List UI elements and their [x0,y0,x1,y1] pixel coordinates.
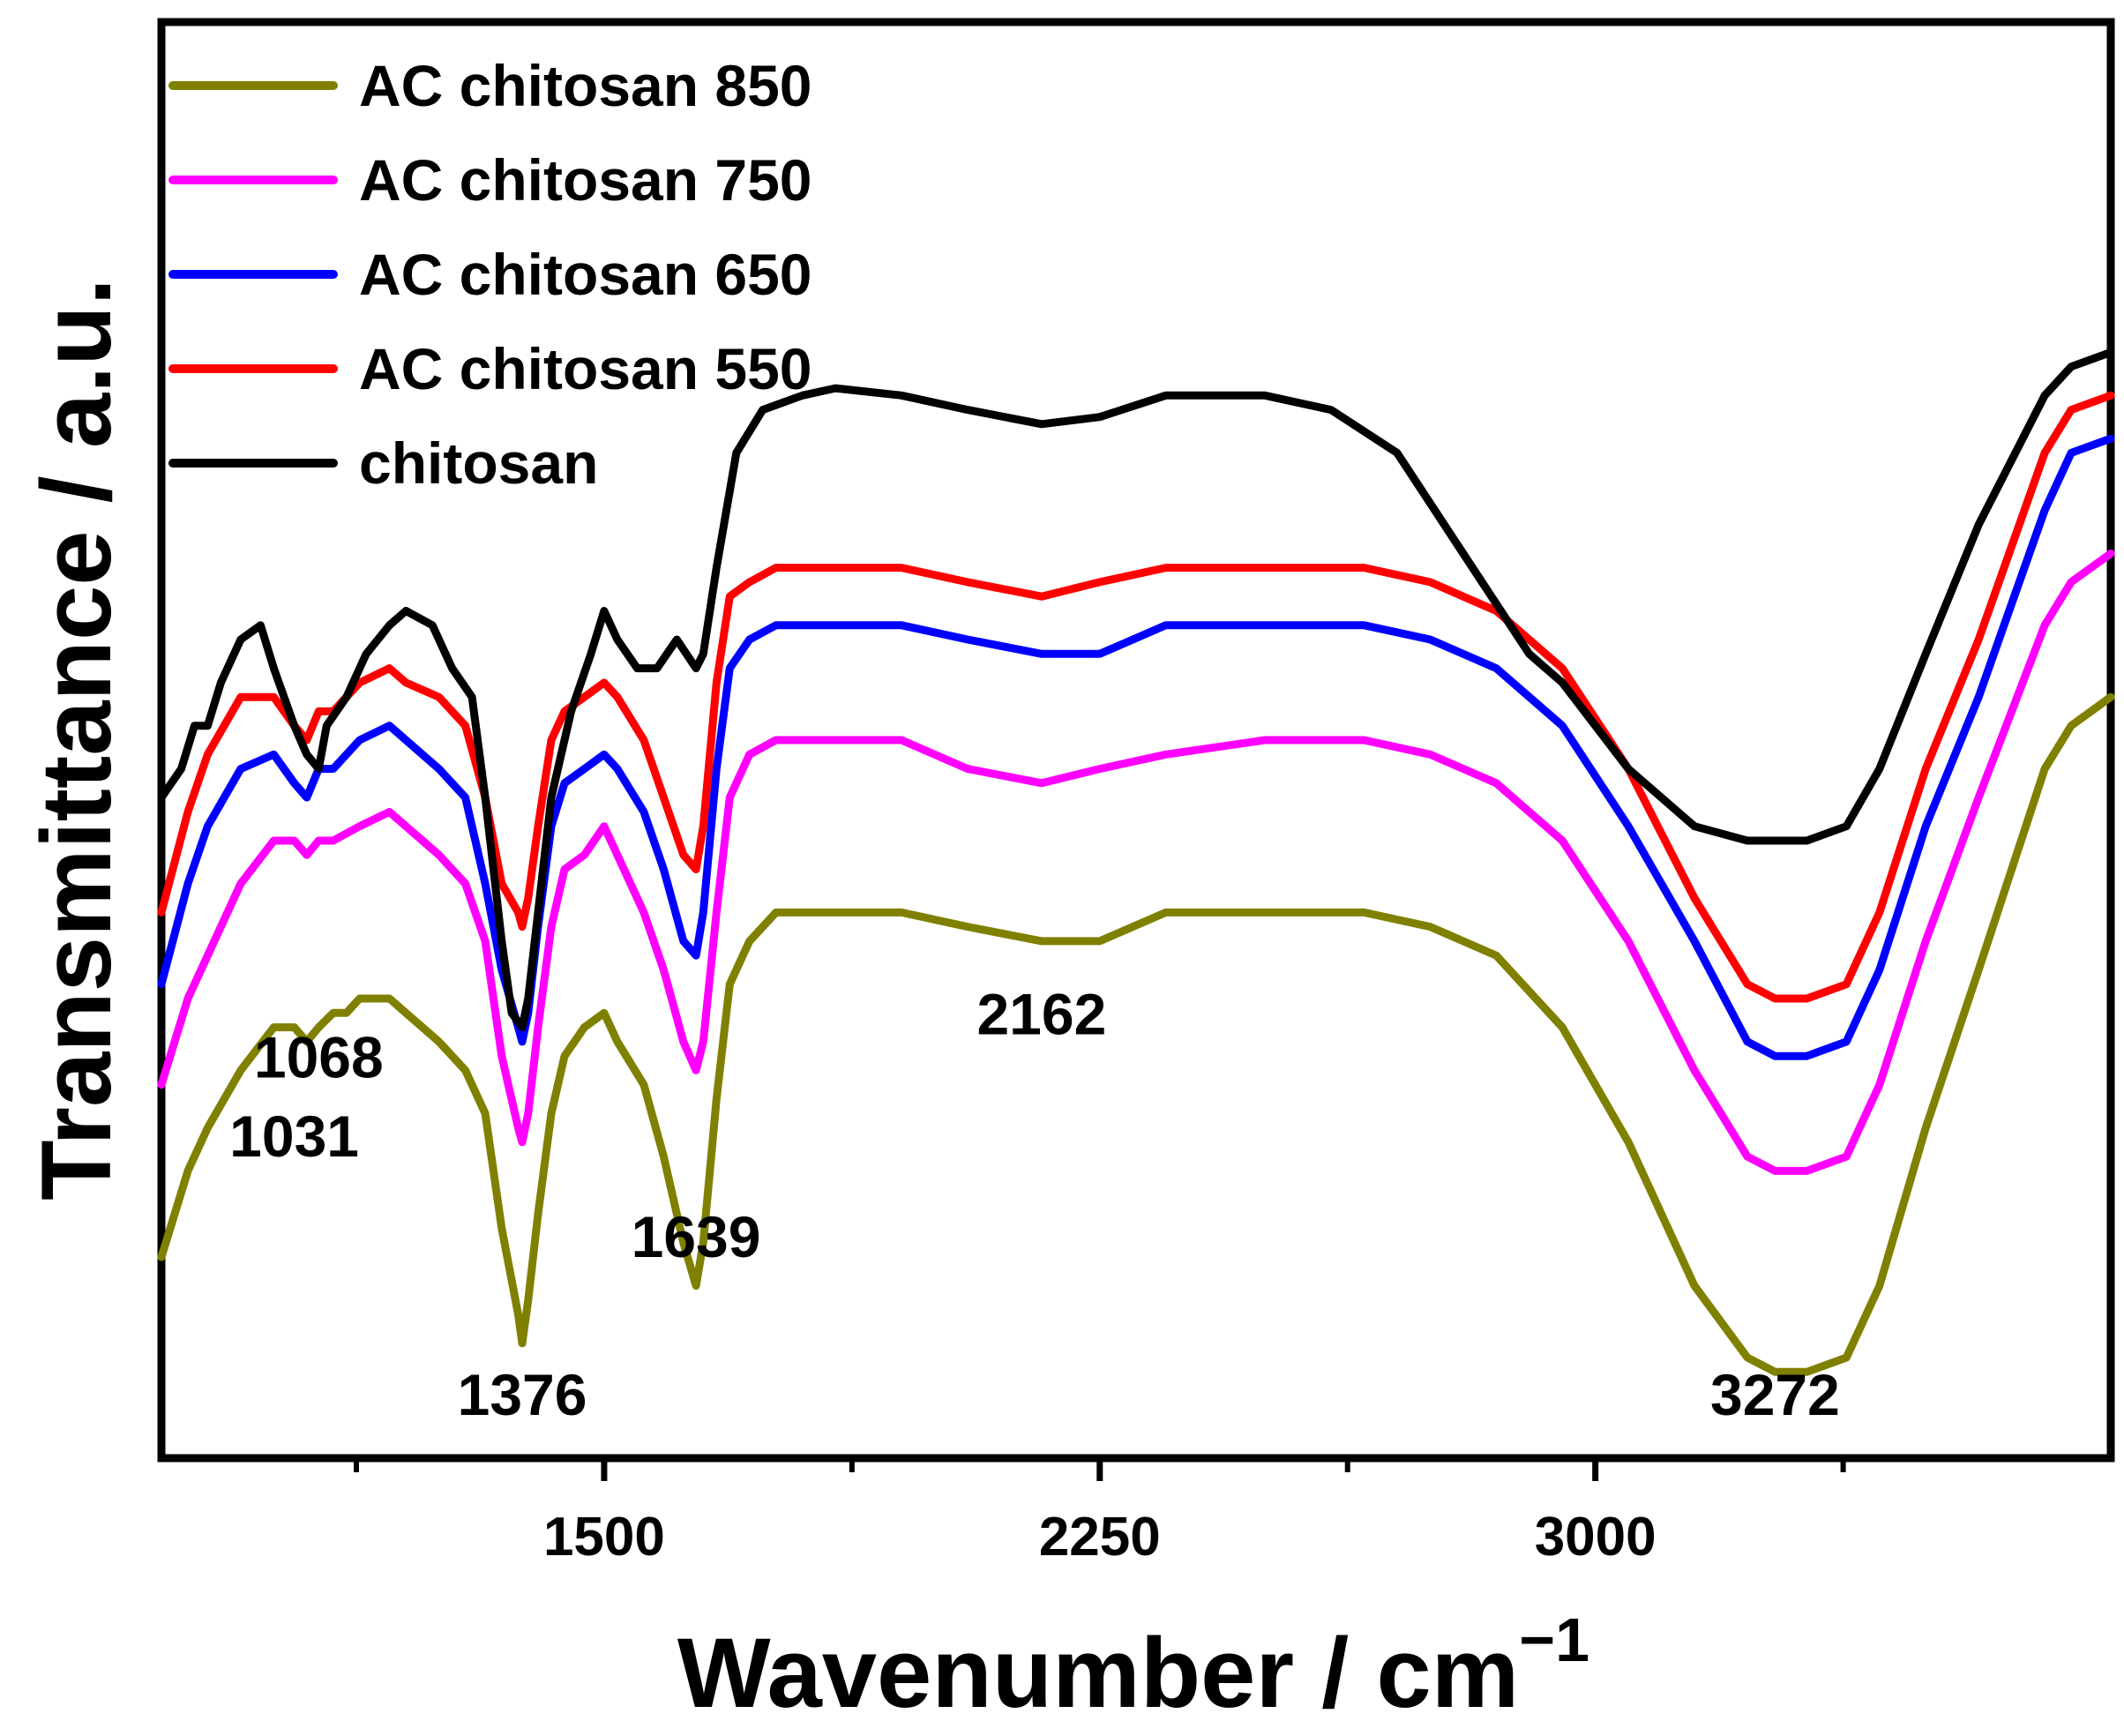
x-axis-title-superscript: −1 [1519,1605,1589,1674]
x-tick-label: 2250 [1039,1507,1161,1568]
annotation-1031: 1031 [229,1104,359,1169]
series-layer [157,348,2115,1376]
x-tick-label: 1500 [543,1507,665,1568]
legend-label-ac-chitosan-750: AC chitosan 750 [359,147,812,213]
plot-frame [157,18,2115,1463]
legend-label-ac-chitosan-550: AC chitosan 550 [359,336,812,401]
annotation-1639: 1639 [632,1204,761,1269]
legend-label-chitosan: chitosan [359,430,598,496]
series-line-chitosan [157,348,2115,1032]
series-line-ac-chitosan-550 [157,391,2115,1003]
legend-label-ac-chitosan-850: AC chitosan 850 [359,53,812,118]
y-axis-title: Transmittance / a.u. [21,278,131,1201]
x-tick-label: 3000 [1535,1507,1657,1568]
annotation-2162: 2162 [976,982,1106,1047]
annotation-1068: 1068 [254,1025,384,1090]
series-line-ac-chitosan-650 [157,434,2115,1060]
series-line-ac-chitosan-750 [157,549,2115,1175]
x-axis-ticks: 1500 2250 3000 [354,1458,1846,1568]
annotation-1376: 1376 [458,1362,587,1427]
annotation-3272: 3272 [1710,1362,1840,1427]
legend-label-ac-chitosan-650: AC chitosan 650 [359,242,812,307]
x-axis-title-text: Wavenumber / cm [677,1618,1519,1728]
legend: AC chitosan 850 AC chitosan 750 AC chitosa… [168,53,812,496]
series-line-ac-chitosan-850 [157,692,2115,1376]
peak-annotations: 1031 1068 1376 1639 2162 3272 [229,982,1840,1427]
x-axis-title: Wavenumber / cm−1 [677,1605,1589,1728]
